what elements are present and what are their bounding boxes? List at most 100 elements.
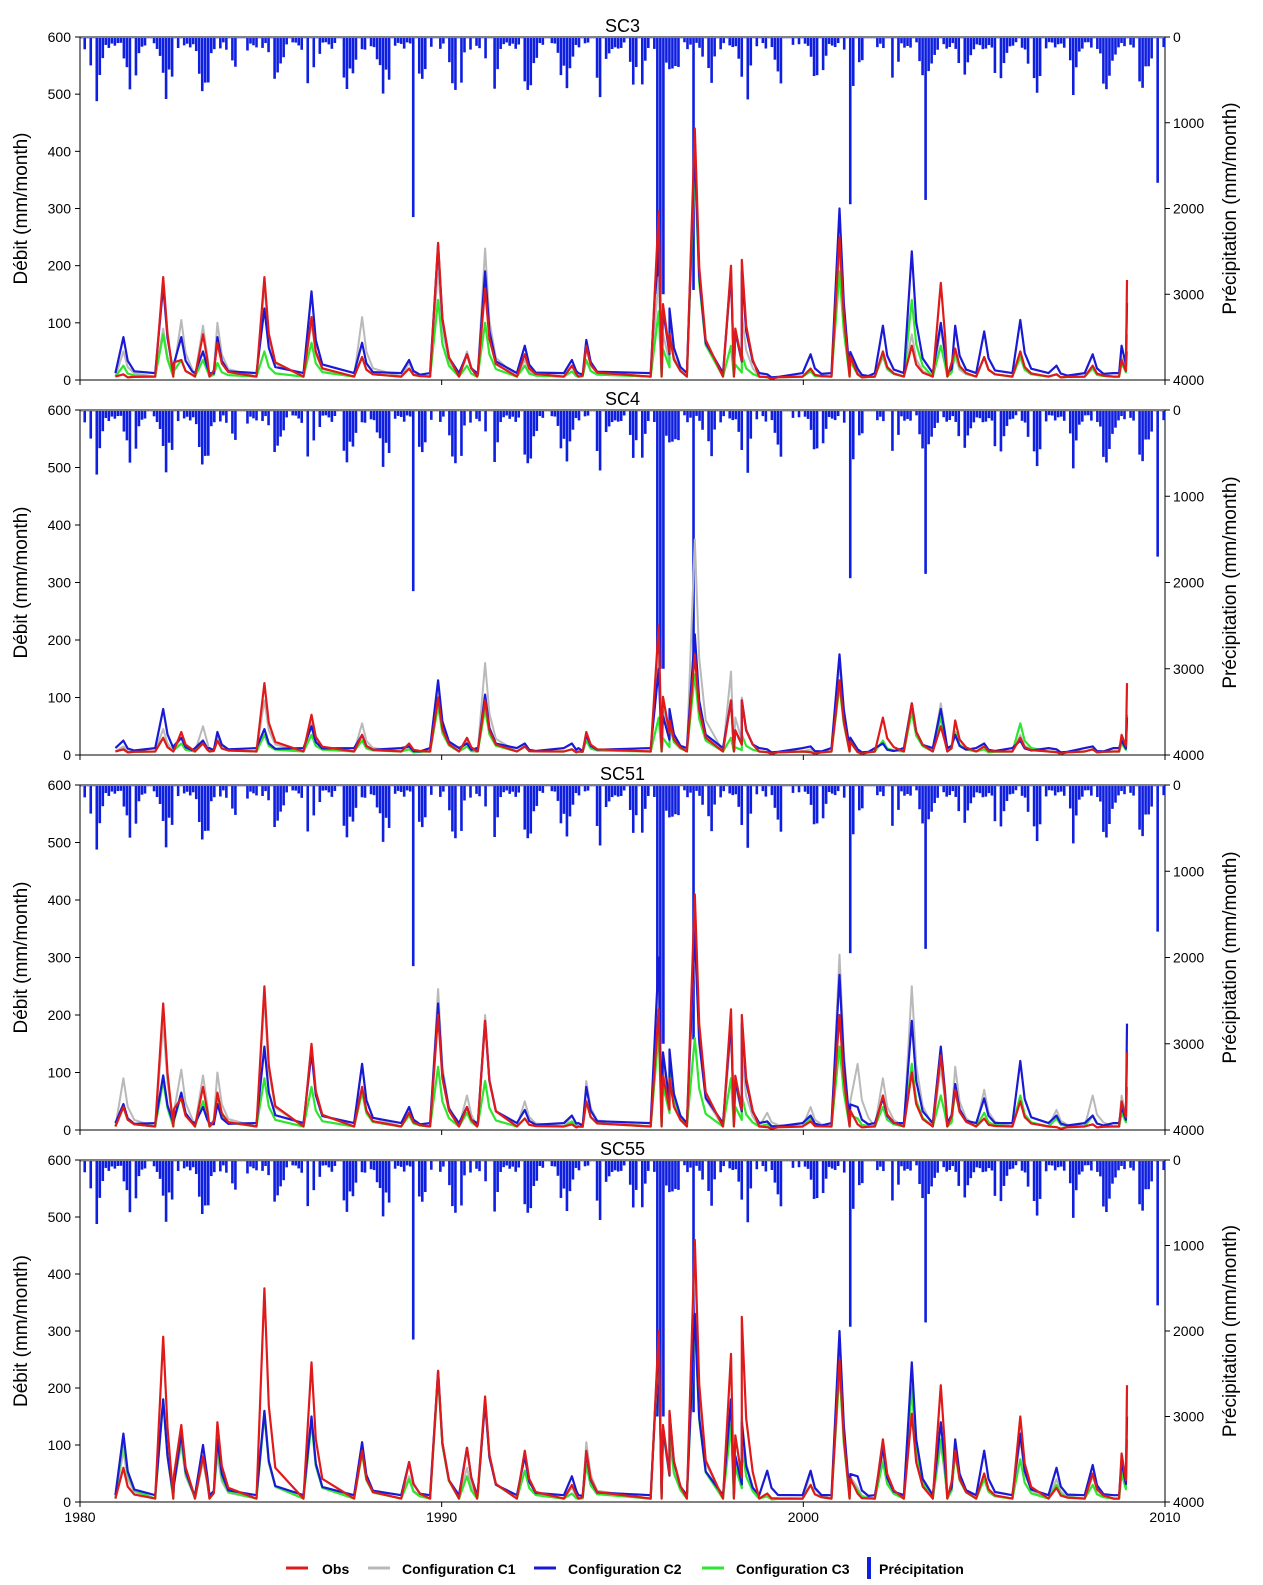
precip-bar	[833, 786, 837, 796]
precip-bar	[101, 411, 105, 432]
precip-bar	[851, 411, 855, 460]
precip-bar	[1059, 38, 1063, 44]
precip-bar	[107, 411, 111, 421]
precip-bar	[363, 786, 367, 798]
precip-bar	[1074, 38, 1078, 68]
precip-bar	[408, 1161, 412, 1167]
precip-bar	[957, 38, 961, 63]
precip-bar	[1099, 1161, 1102, 1177]
panel-sc51: SC51 0 100 200 300 400 500 600 0 1000 2000 3000 4000…	[11, 764, 1241, 1138]
precip-bar	[448, 786, 451, 811]
y2-tick-label: 4000	[1173, 372, 1204, 388]
precip-bar	[803, 411, 807, 417]
precip-bar	[634, 1161, 638, 1190]
precip-bar	[815, 411, 819, 449]
precip-bar	[556, 786, 560, 801]
precip-bar	[668, 411, 671, 443]
precip-bar	[921, 786, 924, 824]
precip-bar	[1053, 786, 1057, 796]
y2-tick-label: 3000	[1173, 286, 1204, 302]
precip-bar	[1074, 1161, 1078, 1191]
y-tick-label: 600	[48, 777, 72, 793]
precip-bar	[375, 38, 379, 60]
precip-bar	[89, 786, 93, 814]
precip-bar	[538, 38, 542, 44]
precip-bar	[1038, 411, 1042, 450]
precip-bar	[1132, 786, 1135, 796]
precip-bar	[1050, 411, 1054, 416]
precip-bar	[411, 1161, 415, 1340]
precip-bar	[1044, 38, 1048, 49]
precip-bar	[568, 1161, 572, 1192]
precip-bar	[1035, 1161, 1039, 1216]
precip-bar	[1011, 1161, 1015, 1169]
precip-bar	[683, 411, 686, 416]
precip-bar	[647, 786, 650, 797]
precip-bar	[568, 411, 572, 442]
precip-bar	[1111, 38, 1114, 61]
precip-bar	[351, 1161, 355, 1197]
precip-bar	[577, 411, 581, 421]
precip-bar	[155, 786, 159, 798]
precip-bar	[1102, 38, 1105, 84]
precip-bar	[619, 38, 623, 48]
precip-bar	[665, 411, 668, 436]
precip-bar	[420, 1161, 424, 1202]
precip-bar	[1038, 786, 1042, 825]
precip-bar	[95, 411, 99, 475]
precip-bar	[963, 1161, 967, 1198]
precip-bar	[484, 38, 487, 59]
precip-bar	[556, 1161, 560, 1176]
precip-bar	[815, 1161, 819, 1199]
precip-bar	[264, 411, 267, 417]
precip-bar	[656, 411, 659, 669]
precip-bar	[101, 786, 105, 807]
precip-bar	[622, 38, 626, 43]
precip-bar	[553, 411, 557, 417]
precip-bar	[975, 786, 979, 793]
precip-bar	[755, 38, 759, 47]
precip-bar	[541, 411, 545, 418]
precip-bar	[312, 786, 316, 816]
precip-bar	[1144, 411, 1147, 440]
precip-bar	[381, 411, 385, 467]
precip-bar	[1068, 38, 1072, 61]
precip-bar	[300, 786, 304, 798]
precip-bar	[568, 38, 572, 69]
precip-bar	[505, 786, 508, 791]
precip-bar	[710, 1161, 713, 1206]
y-axis-label: Débit (mm/month)	[11, 1255, 32, 1407]
precip-bar	[999, 786, 1003, 827]
precip-bar	[219, 786, 222, 797]
precip-bar	[460, 38, 463, 83]
precip-bar	[1108, 786, 1111, 824]
precip-bar	[577, 786, 581, 796]
precip-bar	[710, 786, 713, 832]
precip-bar	[161, 38, 165, 73]
precip-bar	[1099, 38, 1102, 54]
precip-bar	[402, 38, 406, 49]
precip-bar	[423, 1161, 427, 1192]
precip-bar	[396, 38, 400, 43]
precip-bar	[1005, 1161, 1009, 1176]
precip-bar	[797, 411, 801, 418]
precip-bar	[387, 786, 391, 828]
precip-bar	[110, 38, 114, 44]
precip-bar	[957, 786, 961, 812]
precip-bar	[372, 786, 376, 796]
precip-bar	[1108, 1161, 1111, 1199]
precip-bar	[234, 786, 237, 815]
precip-bar	[990, 38, 994, 48]
precip-bar	[945, 786, 948, 797]
precip-bar	[484, 1161, 487, 1182]
precip-bar	[297, 411, 301, 419]
precip-bar	[273, 1161, 276, 1202]
precip-bar	[375, 411, 379, 433]
precip-bar	[1062, 38, 1066, 48]
precip-bar	[897, 1161, 900, 1185]
precip-bar	[740, 786, 744, 825]
precip-bar	[806, 411, 810, 419]
precip-bar	[842, 38, 846, 50]
precip-bar	[387, 38, 391, 80]
precip-bar	[439, 786, 442, 797]
